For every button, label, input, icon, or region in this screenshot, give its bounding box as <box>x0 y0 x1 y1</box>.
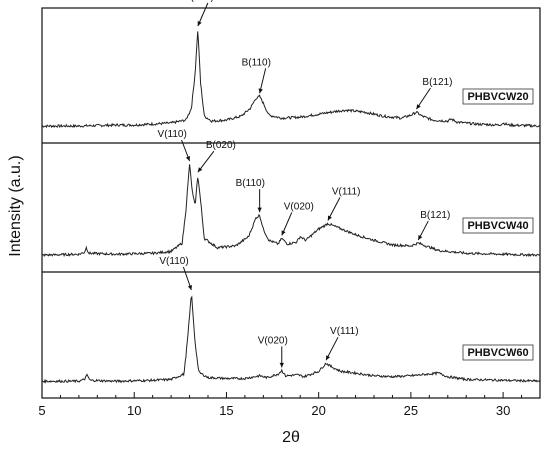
x-tick-label-15: 15 <box>219 403 233 418</box>
sample-label-box <box>462 217 534 234</box>
peak-arrowhead <box>185 156 190 161</box>
series-line-phbvcw20 <box>41 31 541 129</box>
series-line-phbvcw40 <box>41 164 541 258</box>
peak-arrowhead <box>258 88 263 94</box>
x-tick-label-20: 20 <box>311 403 325 418</box>
peak-label-b110: B(110) <box>236 178 265 189</box>
peak-arrowhead <box>416 104 421 110</box>
peak-label-b121: B(121) <box>420 210 450 221</box>
x-tick-label-25: 25 <box>404 403 418 418</box>
peak-arrowhead <box>257 207 262 213</box>
sample-label-box <box>462 88 534 105</box>
peak-arrowhead <box>197 21 202 26</box>
peak-arrowhead <box>281 230 286 236</box>
peak-arrowhead <box>187 285 192 290</box>
plot-area: B(020) B(110) B(121) PHBVCW20 V(110) B(020) B(… <box>38 0 541 418</box>
peak-label-v020: V(020) <box>258 335 288 346</box>
peak-arrowhead <box>418 235 423 241</box>
x-axis-title: 2θ <box>282 429 300 446</box>
peak-label-b121: B(121) <box>422 77 452 88</box>
peak-label-v110: V(110) <box>159 256 188 267</box>
peak-label-v020: V(020) <box>284 201 314 212</box>
peak-arrowhead <box>279 362 284 368</box>
plot-frame <box>41 7 541 399</box>
peak-label-b020: B(020) <box>184 0 214 3</box>
peak-arrowhead <box>327 215 332 221</box>
peak-label-v110: V(110) <box>158 129 187 140</box>
series-line-phbvcw60 <box>41 295 541 384</box>
peak-arrowhead <box>197 167 203 173</box>
y-axis-title: Intensity (a.u.) <box>7 155 24 256</box>
sample-label-phbvcw60: PHBVCW60 <box>467 347 528 359</box>
peak-label-b020: B(020) <box>206 140 236 151</box>
peak-label-v111: V(111) <box>330 326 359 337</box>
peak-label-v111: V(111) <box>332 187 361 198</box>
x-tick-label-5: 5 <box>38 403 45 418</box>
sample-label-phbvcw20: PHBVCW20 <box>467 91 528 103</box>
sample-label-box <box>462 344 534 361</box>
peak-arrowhead <box>326 355 331 361</box>
x-tick-label-10: 10 <box>127 403 141 418</box>
sample-label-phbvcw40: PHBVCW40 <box>467 220 528 232</box>
x-tick-label-30: 30 <box>496 403 510 418</box>
peak-label-b110: B(110) <box>242 57 271 68</box>
